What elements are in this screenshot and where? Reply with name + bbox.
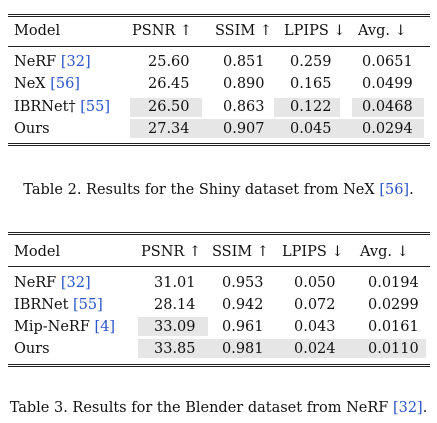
table-bottom-rule [8,143,430,146]
table-3: Model PSNR ↑ SSIM ↑ LPIPS ↓ Avg. ↓ NeRF … [8,222,430,382]
row-ssim: 0.890 [223,76,265,92]
header-lpips: LPIPS ↓ [284,23,346,39]
best-cell-highlight [130,98,202,117]
header-rule [8,266,430,267]
header-psnr: PSNR ↑ [132,23,193,39]
row-ssim: 0.961 [222,319,264,335]
row-ssim: 0.953 [222,275,264,291]
table-bottom-rule [8,364,430,367]
row-avg: 0.0499 [362,76,413,92]
header-ssim: SSIM ↑ [215,23,272,39]
header-rule [8,46,430,47]
row-model: NeRF [32] [14,275,91,291]
best-cell-highlight [274,98,340,117]
row-avg: 0.0468 [362,99,413,115]
table-2-caption: Table 2. Results for the Shiny dataset f… [23,182,414,198]
row-model: Ours [14,121,50,137]
header-lpips: LPIPS ↓ [282,244,344,260]
row-ssim: 0.942 [222,297,264,313]
best-row-highlight [130,119,424,138]
row-lpips: 0.165 [290,76,332,92]
row-avg: 0.0194 [368,275,419,291]
header-avg: Avg. ↓ [358,23,407,39]
row-ssim: 0.981 [222,341,264,357]
row-model: Ours [14,341,50,357]
row-model: Mip-NeRF [4] [14,319,116,335]
header-model: Model [14,244,61,260]
row-lpips: 0.122 [290,99,332,115]
row-avg: 0.0161 [368,319,419,335]
row-ssim: 0.851 [223,54,265,70]
header-model: Model [14,23,61,39]
row-model: NeRF [32] [14,54,91,70]
row-psnr: 26.50 [148,99,190,115]
header-psnr: PSNR ↑ [141,244,202,260]
best-cell-highlight [138,317,208,336]
row-psnr: 26.45 [148,76,190,92]
row-model: IBRNet† [55] [14,99,111,115]
row-lpips: 0.259 [290,54,332,70]
row-model: NeX [56] [14,76,80,92]
row-ssim: 0.907 [223,121,265,137]
table-3-caption: Table 3. Results for the Blender dataset… [9,400,428,416]
row-avg: 0.0651 [362,54,413,70]
row-psnr: 28.14 [154,297,196,313]
row-psnr: 33.09 [154,319,196,335]
row-ssim: 0.863 [223,99,265,115]
row-model: IBRNet [55] [14,297,103,313]
table-top-rule [8,14,430,17]
row-psnr: 33.85 [154,341,196,357]
table-2: Model PSNR ↑ SSIM ↑ LPIPS ↓ Avg. ↓ NeRF … [8,0,430,160]
row-avg: 0.0110 [368,341,419,357]
row-psnr: 25.60 [148,54,190,70]
row-avg: 0.0299 [368,297,419,313]
row-lpips: 0.043 [294,319,336,335]
table-top-rule [8,232,430,235]
best-row-highlight [138,339,426,358]
row-psnr: 27.34 [148,121,190,137]
row-lpips: 0.045 [290,121,332,137]
header-ssim: SSIM ↑ [212,244,269,260]
row-lpips: 0.050 [294,275,336,291]
row-lpips: 0.024 [294,341,336,357]
row-lpips: 0.072 [294,297,336,313]
best-cell-highlight [352,98,424,117]
row-psnr: 31.01 [154,275,196,291]
header-avg: Avg. ↓ [360,244,409,260]
row-avg: 0.0294 [362,121,413,137]
